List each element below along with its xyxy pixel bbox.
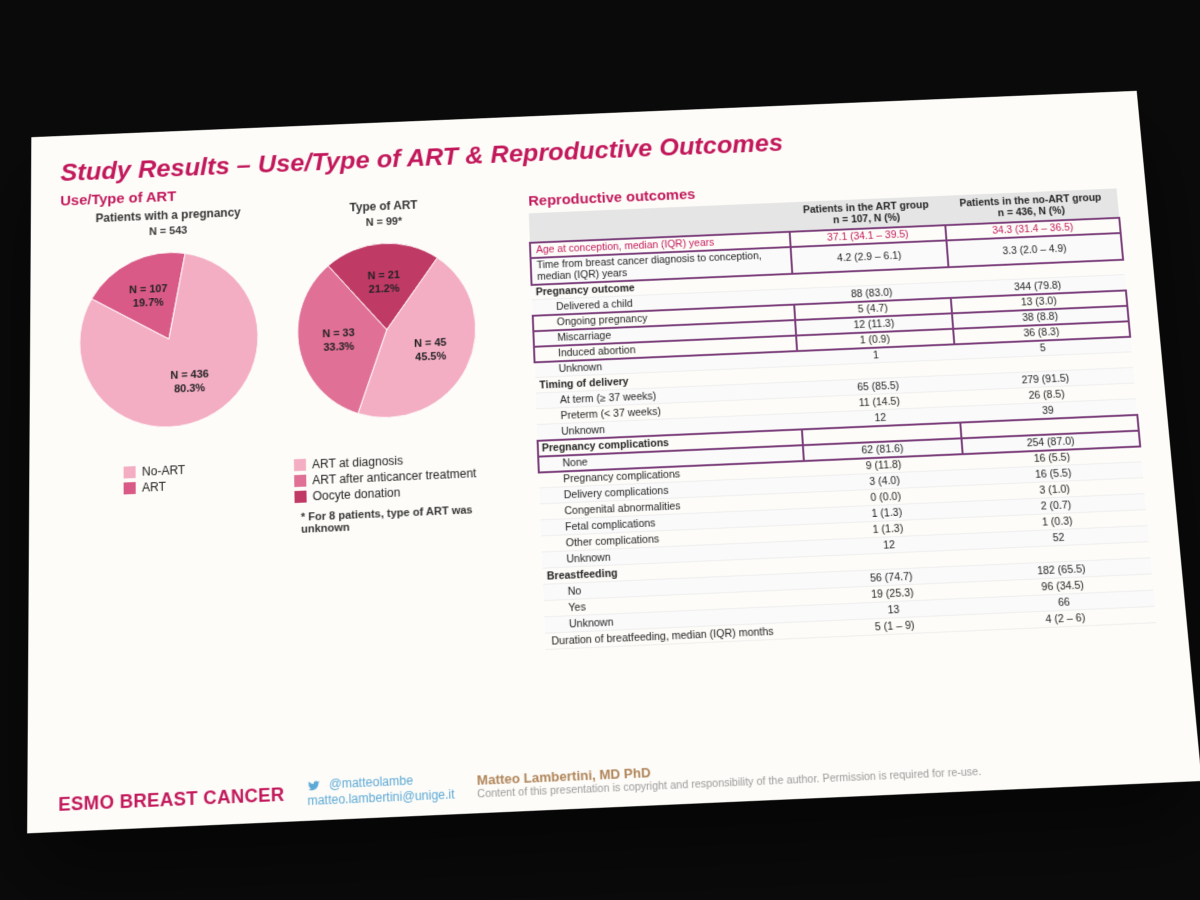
- slice-label-pct: 45.5%: [415, 351, 447, 364]
- presentation-slide: Study Results – Use/Type of ART & Reprod…: [27, 91, 1200, 834]
- slide-container: Study Results – Use/Type of ART & Reprod…: [0, 0, 1200, 900]
- legend-label: ART: [142, 480, 166, 495]
- presenter-handles: @matteolambe matteo.lambertini@unige.it: [307, 771, 455, 810]
- legend-item: ART: [124, 479, 185, 496]
- slice-label-n: N = 436: [170, 368, 209, 381]
- slice-label-n: N = 21: [368, 269, 400, 282]
- legend-swatch: [124, 466, 136, 478]
- legend-swatch: [294, 491, 306, 503]
- slice-label-pct: 21.2%: [369, 282, 400, 295]
- slice-label-pct: 33.3%: [323, 340, 354, 353]
- twitter-icon: [307, 779, 322, 792]
- pie2-legend: ART at diagnosisART after anticancer tre…: [274, 450, 477, 506]
- pies-row: Patients with a pregnancy N = 543 N = 10…: [59, 194, 519, 446]
- slice-label-pct: 80.3%: [174, 382, 205, 395]
- legend-swatch: [294, 459, 306, 471]
- table-column: Reproductive outcomes Patients in the AR…: [528, 169, 1163, 729]
- table-body: Age at conception, median (IQR) years37.…: [530, 217, 1156, 649]
- pie1-block: Patients with a pregnancy N = 543 N = 10…: [59, 204, 279, 447]
- pie2-block: Type of ART N = 99* N = 2121.2%N = 4545.…: [276, 195, 499, 437]
- content-row: Patients with a pregnancy N = 543 N = 10…: [58, 169, 1163, 750]
- slice-label-n: N = 107: [129, 283, 167, 296]
- outcomes-table: Patients in the ART groupn = 107, N (%)P…: [529, 188, 1157, 650]
- legend-label: No-ART: [142, 463, 185, 479]
- pie2-chart: N = 2121.2% N = 4545.5% N = 3333.3%: [286, 230, 489, 432]
- legend-swatch: [294, 475, 306, 487]
- pie1-legend: No-ARTART: [104, 463, 186, 514]
- pie1-chart: N = 10719.7% N = 43680.3%: [70, 239, 270, 442]
- twitter-handle: @matteolambe: [329, 773, 413, 791]
- pie2-footnote: * For 8 patients, type of ART was unknow…: [281, 502, 523, 537]
- slice-label-pct: 19.7%: [133, 297, 164, 310]
- charts-column: Patients with a pregnancy N = 543 N = 10…: [58, 194, 530, 750]
- legend-swatch: [124, 482, 136, 494]
- slice-label-n: N = 33: [322, 327, 355, 340]
- legends-row: No-ARTART ART at diagnosisART after anti…: [59, 435, 521, 517]
- legend-label: Oocyte donation: [312, 485, 400, 503]
- legend-item: No-ART: [124, 463, 185, 480]
- slice-label-n: N = 45: [414, 337, 447, 350]
- legend-label: ART at diagnosis: [312, 454, 403, 472]
- slide-footer: ESMO BREAST CANCER @matteolambe matteo.l…: [58, 739, 1170, 821]
- conference-brand: ESMO BREAST CANCER: [58, 784, 285, 816]
